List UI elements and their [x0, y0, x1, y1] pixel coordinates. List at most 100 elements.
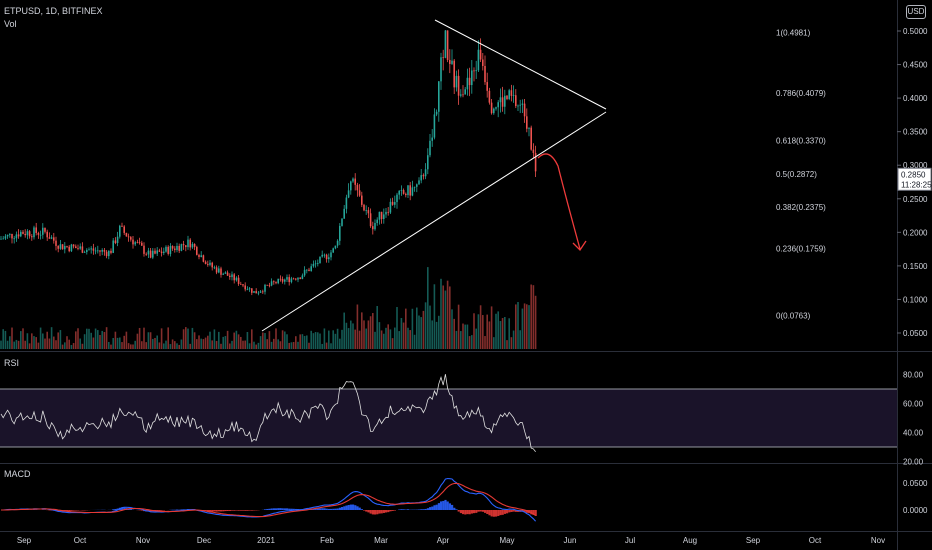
candle-body	[211, 262, 213, 268]
volume-label[interactable]: Vol	[4, 19, 17, 29]
candle-body	[400, 190, 403, 191]
macd-histogram-bar	[448, 503, 451, 510]
candle-body	[147, 250, 150, 255]
candle-body	[380, 211, 383, 219]
candle-body	[352, 178, 354, 182]
candle-body	[440, 57, 442, 82]
candle-body	[350, 181, 352, 191]
candle-body	[196, 246, 198, 255]
candle-body	[20, 231, 22, 237]
candle-body	[28, 231, 31, 237]
candle-body	[277, 278, 279, 284]
candle-body	[286, 277, 288, 280]
candle-body	[308, 269, 310, 272]
volume-bar	[55, 340, 57, 349]
macd-histogram-bar	[367, 510, 370, 513]
currency-badge[interactable]: USD	[906, 5, 926, 19]
macd-histogram-bar	[349, 504, 352, 510]
volume-bar	[400, 318, 403, 349]
volume-bar	[468, 336, 471, 349]
volume-bar	[301, 334, 304, 349]
volume-bar	[367, 320, 370, 349]
macd-pane[interactable]: MACD	[1, 469, 537, 522]
volume-bar	[449, 286, 451, 349]
macd-histogram-bar	[314, 508, 317, 510]
fib-level-label: 0.236(0.1759)	[776, 245, 826, 254]
macd-histogram-bar	[272, 508, 275, 510]
candle-body	[383, 214, 385, 219]
rsi-pane[interactable]: RSI	[0, 358, 897, 453]
fib-level-label: 0.5(0.2872)	[776, 170, 817, 179]
volume-bar	[350, 320, 352, 349]
price-pane[interactable]: 1(0.4981) 0.786(0.4079) 0.618(0.3370) 0.5(0…	[0, 19, 826, 349]
volume-bar	[453, 318, 455, 349]
candle-body	[83, 252, 86, 253]
macd-histogram-bar	[440, 501, 443, 510]
macd-histogram-bar	[446, 501, 449, 510]
volume-bar	[64, 342, 66, 349]
volume-bar	[196, 339, 198, 349]
volume-bar	[108, 341, 110, 349]
candle-body	[112, 240, 114, 253]
volume-bar	[376, 306, 378, 349]
volume-bar	[508, 318, 510, 349]
candle-body	[332, 248, 334, 253]
candle-body	[255, 291, 257, 294]
candle-body	[207, 264, 209, 265]
macd-histogram-bar	[213, 510, 216, 512]
projection-arrowhead	[572, 240, 587, 252]
fib-level-label: 0.786(0.4079)	[776, 89, 826, 98]
candle-body	[251, 288, 253, 293]
candle-body	[301, 275, 304, 279]
volume-bar	[255, 344, 257, 349]
macd-histogram-bar	[156, 510, 159, 511]
candle-body	[323, 254, 326, 256]
volume-bar	[70, 344, 73, 349]
macd-histogram-bar	[525, 510, 528, 513]
volume-bar	[275, 328, 277, 349]
candle-body	[75, 246, 77, 249]
volume-bar	[332, 330, 334, 349]
candle-body	[121, 225, 123, 227]
candle-body	[387, 211, 389, 213]
rsi-line	[0, 374, 536, 453]
volume-bar	[471, 335, 473, 349]
candle-body	[438, 81, 440, 112]
candle-body	[35, 227, 37, 233]
time-axis-label: Nov	[871, 536, 885, 545]
volume-bar	[499, 321, 502, 349]
volume-bar	[440, 278, 442, 349]
volume-bar	[112, 337, 114, 349]
time-axis-label: Sep	[746, 536, 761, 545]
candle-body	[275, 282, 277, 284]
rsi-label: RSI	[4, 358, 19, 368]
candle-body	[534, 152, 537, 172]
candle-body	[532, 149, 535, 153]
volume-bar	[268, 331, 271, 349]
macd-histogram-bar	[123, 507, 126, 510]
candle-body	[200, 255, 202, 257]
candle-body	[244, 285, 246, 290]
volume-bar	[189, 343, 191, 349]
volume-bar	[339, 338, 341, 349]
symbol-title[interactable]: ETPUSD, 1D, BITFINEX	[4, 6, 103, 16]
macd-histogram-bar	[501, 510, 504, 515]
volume-bar	[44, 338, 46, 349]
time-axis-label: Oct	[809, 536, 822, 545]
candle-body	[523, 103, 526, 117]
volume-bar	[532, 285, 535, 349]
candle-body	[504, 95, 506, 107]
volume-bar	[127, 343, 130, 349]
macd-histogram-bar	[385, 510, 388, 513]
candle-body	[422, 175, 425, 177]
price-tick-label: 0.2000	[903, 228, 928, 237]
candle-body	[11, 233, 13, 239]
volume-bar	[101, 330, 103, 349]
macd-histogram-bar	[277, 508, 280, 510]
candle-body	[209, 262, 211, 265]
candle-body	[519, 104, 521, 106]
macd-histogram-bar	[488, 510, 491, 516]
volume-bar	[369, 316, 372, 349]
volume-bar	[248, 343, 251, 349]
